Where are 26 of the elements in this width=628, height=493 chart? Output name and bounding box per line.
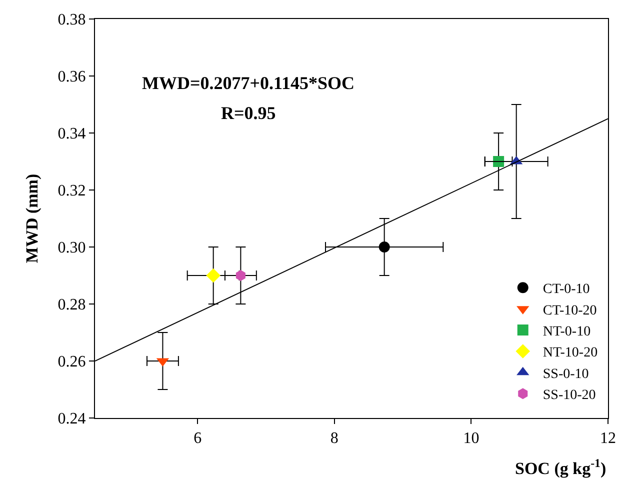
legend-label: SS-0-10 xyxy=(542,366,589,382)
legend-label: NT-10-20 xyxy=(542,346,598,361)
point xyxy=(493,156,504,167)
annotation: R=0.95 xyxy=(221,103,276,123)
legend-label: CT-10-20 xyxy=(542,303,597,318)
legend-label: CT-0-10 xyxy=(542,282,590,298)
point xyxy=(236,270,246,281)
legend-label: NT-0-10 xyxy=(542,324,591,340)
x-tick-label: 8 xyxy=(330,430,338,448)
x-tick-label: 12 xyxy=(600,430,616,448)
x-tick-label: 10 xyxy=(463,430,480,448)
y-tick-label: 0.38 xyxy=(58,12,86,29)
y-axis-title: MWD (mm) xyxy=(22,174,42,264)
point xyxy=(206,268,220,283)
y-tick-label: 0.32 xyxy=(58,182,86,200)
y-tick-label: 0.24 xyxy=(58,410,86,428)
y-tick-label: 0.28 xyxy=(58,296,86,314)
annotation: MWD=0.2077+0.1145*SOC xyxy=(142,73,355,93)
legend-label: SS-10-20 xyxy=(542,388,596,404)
x-tick-label: 6 xyxy=(194,430,202,448)
y-tick-label: 0.36 xyxy=(58,68,86,86)
y-tick-label: 0.30 xyxy=(58,240,86,257)
point xyxy=(378,242,390,252)
x-axis-title: SOC (g kg$^{-1}$) xyxy=(515,456,606,478)
y-tick-label: 0.26 xyxy=(58,354,86,371)
y-tick-label: 0.34 xyxy=(58,126,86,143)
